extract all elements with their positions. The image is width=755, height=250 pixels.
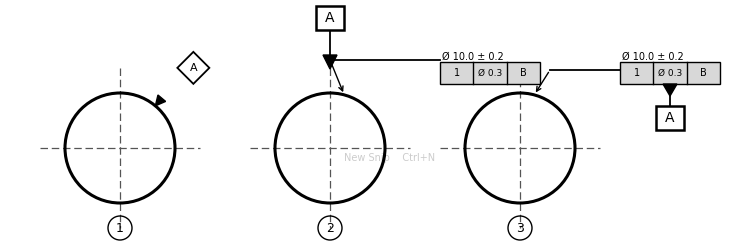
- FancyBboxPatch shape: [316, 6, 344, 30]
- Text: B: B: [520, 68, 527, 78]
- Text: A: A: [665, 111, 675, 125]
- Text: Ø 10.0 ± 0.2: Ø 10.0 ± 0.2: [442, 52, 504, 62]
- Text: 1: 1: [633, 68, 639, 78]
- Polygon shape: [663, 84, 677, 96]
- Text: Ø 0.3: Ø 0.3: [478, 68, 502, 78]
- Text: 3: 3: [516, 222, 524, 234]
- Text: Ø 10.0 ± 0.2: Ø 10.0 ± 0.2: [622, 52, 684, 62]
- Text: Ø 0.3: Ø 0.3: [658, 68, 682, 78]
- Text: A: A: [325, 11, 334, 25]
- Text: 2: 2: [326, 222, 334, 234]
- Text: B: B: [700, 68, 707, 78]
- Polygon shape: [323, 55, 337, 69]
- Text: New Snip    Ctrl+N: New Snip Ctrl+N: [344, 153, 436, 163]
- Polygon shape: [156, 95, 165, 106]
- Bar: [620, 62, 720, 84]
- Text: 1: 1: [116, 222, 124, 234]
- Text: A: A: [190, 63, 197, 73]
- Text: 1: 1: [454, 68, 460, 78]
- Bar: [440, 62, 540, 84]
- FancyBboxPatch shape: [656, 106, 684, 130]
